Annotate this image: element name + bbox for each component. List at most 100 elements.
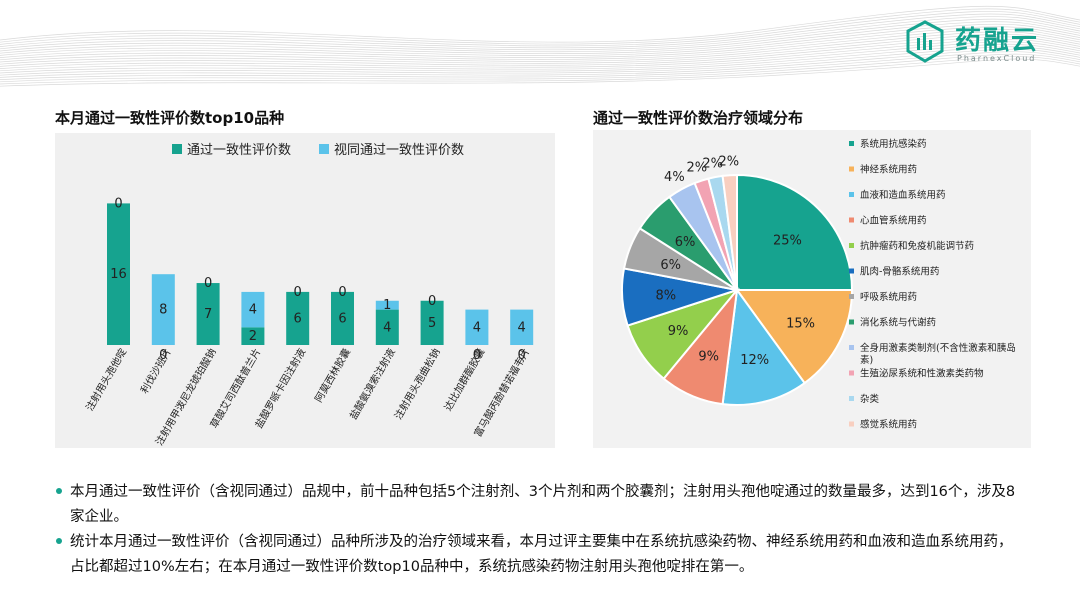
wave-line <box>0 31 1080 63</box>
legend-label: 杂类 <box>860 393 880 405</box>
legend-label: 肌肉-骨骼系统用药 <box>860 266 939 278</box>
pie-chart-panel: 25% 15% 12% 9% 9% 8% 6% 6% 4% 2% 2% 2% 系统用抗感染药 神经系统用药… <box>593 130 1031 448</box>
pie-value-label: 8% <box>656 288 677 303</box>
data-label: 0 <box>159 348 167 363</box>
wave-line <box>0 23 1080 56</box>
data-label: 0 <box>338 285 346 300</box>
wave-line <box>0 48 1080 78</box>
right-chart-title: 通过一致性评价数治疗领域分布 <box>593 109 804 127</box>
legend-label: 系统用抗感染药 <box>860 138 927 150</box>
legend-swatch <box>849 217 854 223</box>
data-label: 16 <box>110 267 127 282</box>
legend-label: 视同通过一致性评价数 <box>334 143 464 158</box>
legend-swatch <box>849 192 854 197</box>
bar-chart-panel: 通过一致性评价数 视同通过一致性评价数 16 0 注射用头孢他啶 0 8 利伐沙班片 7 0 注射用… <box>55 133 555 448</box>
pie-slice <box>736 173 854 291</box>
data-label: 0 <box>114 196 122 211</box>
bullet-text: 本月通过一致性评价（含视同通过）品规中，前十品种包括5个注射剂、3个片剂和两个胶… <box>70 484 1016 525</box>
chart-legend: 通过一致性评价数 视同通过一致性评价数 <box>172 143 464 158</box>
pie-value-label: 15% <box>786 316 815 331</box>
data-label: 4 <box>383 320 391 335</box>
legend-swatch <box>849 243 854 248</box>
legend-label: 素) <box>860 354 873 366</box>
category-label: 注射用头孢曲松钠 <box>391 346 442 422</box>
data-label: 2 <box>249 329 257 344</box>
bar-segment-equivalent <box>151 274 175 345</box>
category-label: 盐酸氨溴索注射液 <box>347 346 398 422</box>
legend-swatch <box>849 268 854 274</box>
legend-swatch <box>849 345 854 350</box>
data-label: 0 <box>473 348 481 363</box>
pie-value-label: 4% <box>664 170 685 185</box>
legend-swatch <box>849 370 854 376</box>
wave-line <box>0 43 1080 74</box>
bullet-text: 统计本月通过一致性评价（含视同通过）品种所涉及的治疗领域来看，本月过评主要集中在… <box>70 534 1013 575</box>
bar-segment-equivalent <box>510 309 534 345</box>
data-label: 8 <box>159 303 167 318</box>
legend-swatch <box>849 319 854 325</box>
wave-line <box>0 46 1080 76</box>
legend-swatch <box>849 166 854 172</box>
bar-segment-passed <box>286 291 310 345</box>
wave-line <box>0 53 1080 83</box>
category-label: 注射用头孢他啶 <box>83 346 129 413</box>
wave-line <box>0 33 1080 65</box>
wave-line <box>0 38 1080 69</box>
wave-line <box>0 41 1080 72</box>
legend-label: 呼吸系统用药 <box>860 291 917 303</box>
wave-line <box>0 5 1080 43</box>
legend-label: 通过一致性评价数 <box>187 143 291 158</box>
legend-label: 生殖泌尿系统和性激素类药物 <box>860 368 984 380</box>
bar-segment-passed <box>107 203 130 345</box>
data-label: 0 <box>204 276 212 291</box>
data-label: 4 <box>473 320 481 335</box>
pie-value-label: 6% <box>675 235 696 250</box>
wave-line <box>0 18 1080 53</box>
data-label: 4 <box>249 303 257 318</box>
pie-value-label: 2% <box>687 160 708 175</box>
bullet-dot <box>56 488 62 494</box>
data-label: 6 <box>294 311 302 326</box>
pie-value-label: 12% <box>740 353 769 368</box>
brand-logo: 药融云 PharnexCloud <box>905 20 1045 68</box>
category-label: 草酸艾司西酞普兰片 <box>207 346 263 430</box>
bar-segment-passed <box>196 283 220 345</box>
pie-value-label: 9% <box>698 349 719 364</box>
data-label: 0 <box>428 294 436 309</box>
pie-slice <box>721 173 738 291</box>
bar-segment-passed <box>331 291 354 345</box>
left-chart-title: 本月通过一致性评价数top10品种 <box>55 109 285 127</box>
wave-line <box>0 26 1080 58</box>
bar-segment-equivalent <box>375 300 399 310</box>
legend-label: 全身用激素类制剂(不含性激素和胰岛 <box>860 342 1016 354</box>
bar-segment-passed <box>241 327 265 345</box>
bar-segment-passed <box>375 309 399 345</box>
bar-segment-equivalent <box>241 291 265 328</box>
wave-line <box>0 56 1080 85</box>
category-label: 利伐沙班片 <box>138 346 174 396</box>
data-label: 5 <box>428 316 436 331</box>
wave-line <box>0 36 1080 67</box>
hexagon-logo-icon <box>906 20 944 63</box>
legend-swatch <box>849 141 854 146</box>
data-label: 0 <box>294 285 302 300</box>
background-wave-lines <box>0 5 1080 87</box>
wave-line <box>0 16 1080 51</box>
bullet-dot <box>56 538 62 544</box>
wave-line <box>0 51 1080 80</box>
brand-subtitle: PharnexCloud <box>957 54 1037 63</box>
wave-line <box>0 8 1080 45</box>
pie-value-label: 25% <box>773 234 802 249</box>
wave-line <box>0 28 1080 61</box>
legend-label: 心血管系统用药 <box>860 215 927 227</box>
pie-value-label: 9% <box>668 324 689 339</box>
legend-label: 神经系统用药 <box>860 164 917 176</box>
legend-label: 消化系统与代谢药 <box>860 317 936 329</box>
pie-value-label: 6% <box>660 258 681 273</box>
brand-name: 药融云 <box>955 26 1040 56</box>
legend-label: 血液和造血系统用药 <box>860 189 946 201</box>
legend-swatch <box>849 396 854 401</box>
wave-line <box>0 13 1080 49</box>
data-label: 6 <box>338 311 346 326</box>
